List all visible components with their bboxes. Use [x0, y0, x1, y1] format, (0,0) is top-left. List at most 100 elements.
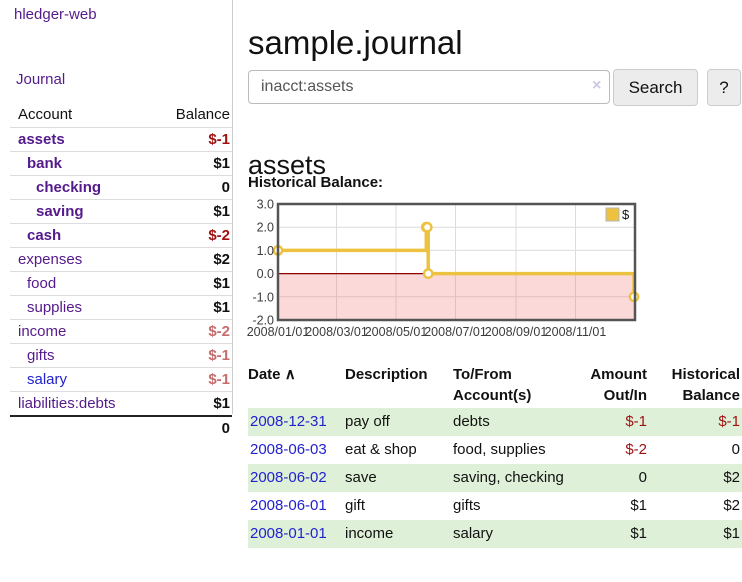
transaction-accounts: saving, checking: [453, 469, 564, 486]
sidebar-item-journal[interactable]: Journal: [16, 71, 66, 88]
account-link[interactable]: assets: [18, 131, 65, 148]
account-link[interactable]: bank: [27, 155, 63, 172]
transaction-amount: 0: [638, 469, 647, 486]
account-row: supplies $1: [10, 295, 232, 320]
transaction-description: eat & shop: [345, 441, 417, 458]
y-axis-tick-label: 3.0: [257, 198, 274, 212]
account-row: assets $-1: [10, 127, 232, 152]
account-row: income $-2: [10, 319, 232, 344]
account-balance: $1: [148, 151, 232, 176]
accounts-total-value: 0: [148, 415, 232, 440]
account-link[interactable]: supplies: [27, 299, 83, 316]
x-axis-tick-label: 2008/09/01: [485, 325, 548, 339]
transactions-header-amount: Amount Out/In: [590, 366, 647, 404]
transactions-header-date[interactable]: Date ∧: [248, 366, 296, 383]
accounts-header-account[interactable]: Account: [18, 106, 73, 123]
account-link[interactable]: saving: [36, 203, 84, 220]
account-link[interactable]: gifts: [27, 347, 55, 364]
account-balance: $1: [148, 391, 232, 416]
account-balance: $1: [148, 199, 232, 224]
transaction-amount: $-2: [625, 441, 647, 458]
transaction-row[interactable]: 2008-01-01 income salary $1 $1: [248, 520, 742, 548]
transaction-row[interactable]: 2008-06-01 gift gifts $1 $2: [248, 492, 742, 520]
search-input[interactable]: [248, 70, 610, 104]
app-brand[interactable]: hledger-web: [14, 6, 97, 23]
account-balance: $-1: [148, 367, 232, 392]
transaction-description: income: [345, 525, 394, 542]
x-axis-tick-label: 2008/05/01: [365, 325, 428, 339]
account-row: salary $-1: [10, 367, 232, 392]
transaction-accounts: food, supplies: [453, 441, 546, 458]
accounts-table-header: Account Balance: [10, 102, 232, 128]
y-axis-tick-label: 2.0: [257, 221, 274, 235]
transaction-balance: $2: [723, 497, 740, 514]
account-balance: $1: [148, 271, 232, 296]
account-balance: $-2: [148, 223, 232, 248]
y-axis-tick-label: 0.0: [257, 267, 274, 281]
transactions-header-description: Description: [345, 366, 428, 383]
transaction-amount: $1: [630, 525, 647, 542]
transaction-description: gift: [345, 497, 366, 514]
legend-label: $: [622, 207, 630, 222]
transactions-header-row: Date ∧ Description To/From Account(s) Amount…: [248, 362, 742, 408]
historical-balance-chart[interactable]: $3.0 2.0 1.0 0.0 -1.0 -2.02008/01/012008/03/0…: [247, 198, 648, 345]
plot-border: [276, 202, 637, 322]
transaction-row[interactable]: 2008-06-03 eat & shop food, supplies $-2 0: [248, 436, 742, 464]
help-button[interactable]: ?: [707, 69, 741, 106]
account-link[interactable]: expenses: [18, 251, 83, 268]
transaction-balance: $1: [723, 525, 740, 542]
transactions-header-tofrom: To/From Account(s): [453, 366, 532, 404]
data-point-marker[interactable]: [422, 268, 434, 280]
transaction-date-link[interactable]: 2008-06-02: [250, 469, 327, 486]
transaction-description: save: [345, 469, 377, 486]
account-balance: 0: [148, 175, 232, 200]
transaction-description: pay off: [345, 413, 390, 430]
x-axis-tick-label: 2008/03/01: [305, 325, 368, 339]
transaction-balance: $2: [723, 469, 740, 486]
chart-title: Historical Balance:: [248, 174, 384, 191]
account-row: liabilities:debts $1: [10, 391, 232, 416]
data-point-marker[interactable]: [421, 221, 433, 233]
y-axis-tick-label: 1.0: [257, 244, 274, 258]
account-row: bank $1: [10, 151, 232, 176]
account-link[interactable]: cash: [27, 227, 62, 244]
transaction-balance: $-1: [718, 413, 740, 430]
account-row: checking 0: [10, 175, 232, 200]
account-balance: $2: [148, 247, 232, 272]
legend-swatch: [605, 207, 620, 222]
account-row: gifts $-1: [10, 343, 232, 368]
accounts-header-balance: Balance: [175, 106, 230, 123]
transaction-accounts: debts: [453, 413, 490, 430]
account-heading: assets: [248, 150, 327, 181]
account-row: food $1: [10, 271, 232, 296]
transaction-row[interactable]: 2008-12-31 pay off debts $-1 $-1: [248, 408, 742, 436]
accounts-total-row: 0: [10, 415, 232, 440]
transaction-balance: 0: [731, 441, 740, 458]
x-axis-tick-label: 2008/01/01: [247, 325, 310, 339]
transactions-table: Date ∧ Description To/From Account(s) Amount…: [248, 362, 742, 548]
transaction-date-link[interactable]: 2008-12-31: [250, 413, 327, 430]
x-axis-tick-label: 2008/07/01: [424, 325, 487, 339]
transactions-header-historical: Historical Balance: [671, 366, 740, 404]
transaction-date-link[interactable]: 2008-06-01: [250, 497, 327, 514]
account-link[interactable]: income: [18, 323, 67, 340]
account-row: saving $1: [10, 199, 232, 224]
clear-search-icon[interactable]: ×: [592, 77, 602, 94]
page-title: sample.journal: [248, 24, 463, 62]
transaction-date-link[interactable]: 2008-01-01: [250, 525, 327, 542]
y-axis-tick-label: -2.0: [252, 314, 274, 328]
account-row: expenses $2: [10, 247, 232, 272]
account-row: cash $-2: [10, 223, 232, 248]
account-link[interactable]: food: [27, 275, 57, 292]
search-button[interactable]: Search: [613, 69, 698, 106]
account-link[interactable]: liabilities:debts: [18, 395, 116, 412]
transaction-accounts: salary: [453, 525, 494, 542]
transaction-date-link[interactable]: 2008-06-03: [250, 441, 327, 458]
transaction-amount: $-1: [625, 413, 647, 430]
transaction-amount: $1: [630, 497, 647, 514]
account-link[interactable]: checking: [36, 179, 102, 196]
transaction-row[interactable]: 2008-06-02 save saving, checking 0 $2: [248, 464, 742, 492]
account-link[interactable]: salary: [27, 371, 68, 388]
account-balance: $-2: [148, 319, 232, 344]
accounts-table: Account Balance assets $-1 bank $1 checking 0…: [10, 102, 232, 440]
